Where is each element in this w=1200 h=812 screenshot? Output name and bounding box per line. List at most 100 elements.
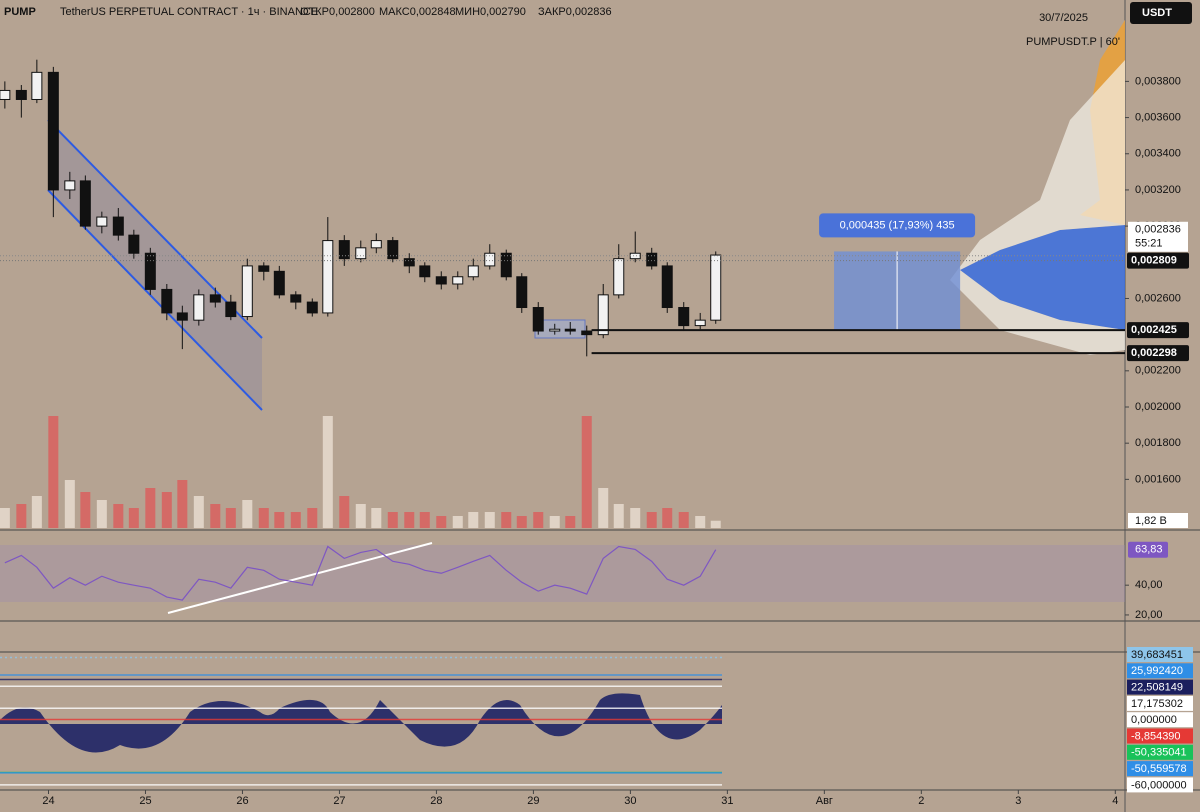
candle-body <box>79 180 91 227</box>
oscillator-tag: -50,335041 <box>1131 747 1187 759</box>
candle-body <box>225 301 237 318</box>
ohlc-close: ЗАКР0,002836 <box>538 6 612 18</box>
candle-body <box>452 276 464 285</box>
volume-bar <box>484 512 495 528</box>
y-tick-label: 0,001800 <box>1135 437 1181 449</box>
candle-body <box>532 307 544 332</box>
oscillator-tag: 0,000000 <box>1131 714 1177 726</box>
oscillator-tag: 22,508149 <box>1131 682 1183 694</box>
candle-body <box>306 301 318 314</box>
y-tick-label: 0,002200 <box>1135 365 1181 377</box>
candle-body <box>694 319 706 327</box>
price-tag: 0,002298 <box>1131 347 1177 359</box>
candle-body <box>661 265 673 309</box>
oscillator-tag: -50,559578 <box>1131 763 1187 775</box>
volume-bar <box>598 488 609 528</box>
candle-body <box>646 252 658 267</box>
volume-bar <box>501 512 512 528</box>
x-tick-label: 25 <box>139 795 151 807</box>
candle-body <box>678 307 690 327</box>
candle-body <box>338 240 350 260</box>
y-tick-label: 0,003800 <box>1135 75 1181 87</box>
y-tick-label: 0,002000 <box>1135 401 1181 413</box>
volume-bar <box>48 416 59 528</box>
volume-bar <box>695 516 706 528</box>
candle-body <box>112 216 124 236</box>
date: 30/7/2025 <box>1039 12 1088 24</box>
x-tick-label: 27 <box>333 795 345 807</box>
price-tag: 0,002425 <box>1131 324 1177 336</box>
candle-body <box>0 89 11 100</box>
volume-bar <box>436 516 447 528</box>
volume-bar <box>225 508 236 528</box>
rsi-tag: 63,83 <box>1135 544 1163 556</box>
volume-profile <box>950 60 1125 355</box>
volume-bar <box>113 504 124 528</box>
volume-bar <box>161 492 172 528</box>
oscillator-tag-bg <box>1127 695 1193 711</box>
measure-label: 0,000435 (17,93%) 435 <box>840 219 955 231</box>
candle-body <box>64 180 76 191</box>
candle-body <box>15 89 27 100</box>
volume-bar <box>516 516 527 528</box>
currency-box <box>1130 2 1192 24</box>
volume-bar <box>307 508 318 528</box>
oscillator-tag-bg <box>1127 663 1193 679</box>
candle-body <box>581 330 593 336</box>
symbol: PUMP <box>4 6 36 18</box>
candle-body <box>322 240 334 314</box>
candle-body <box>597 294 609 336</box>
volume-bar <box>31 496 42 528</box>
candle-body <box>516 276 528 309</box>
x-tick-label: Авг <box>816 795 833 807</box>
measure-label-bg <box>819 213 976 238</box>
x-tick-label: 3 <box>1015 795 1021 807</box>
x-tick-label: 24 <box>42 795 54 807</box>
candle-body <box>47 71 59 191</box>
volume-bar <box>210 504 221 528</box>
price-tag-bg <box>1127 322 1189 339</box>
price-tag-bg <box>1127 345 1189 362</box>
candle-body <box>370 240 382 249</box>
volume-bar <box>533 512 544 528</box>
volume-profile <box>960 225 1125 330</box>
y-tick-label: 0,003200 <box>1135 184 1181 196</box>
x-tick-label: 2 <box>918 795 924 807</box>
rsi-tag-bg <box>1128 541 1168 558</box>
volume-bar <box>371 508 382 528</box>
volume-bar <box>452 516 463 528</box>
x-tick-label: 31 <box>721 795 733 807</box>
ohlc-open: ОТКР0,002800 <box>300 6 375 18</box>
candle-body <box>387 240 399 260</box>
x-tick-label: 28 <box>430 795 442 807</box>
candle-body <box>144 252 156 290</box>
volume-tag-bg <box>1128 513 1188 528</box>
candle-body <box>31 71 43 100</box>
candle-body <box>710 254 722 321</box>
rsi-tick-label: 40,00 <box>1135 579 1163 591</box>
volume-bar <box>613 504 624 528</box>
oscillator-wave <box>0 693 722 753</box>
volume-bar <box>290 512 301 528</box>
volume-bar <box>710 520 721 528</box>
x-tick-label: 30 <box>624 795 636 807</box>
y-tick-label: 0,003400 <box>1135 148 1181 160</box>
candle-body <box>128 234 140 254</box>
candle-body <box>549 328 561 332</box>
volume-bar <box>404 512 415 528</box>
oscillator-tag: 25,992420 <box>1131 665 1183 677</box>
oscillator-tag-bg <box>1127 761 1193 777</box>
oscillator-tag-bg <box>1127 712 1193 728</box>
candle-body <box>161 288 173 314</box>
volume-bar <box>678 512 689 528</box>
volume-bar <box>145 488 156 528</box>
ohlc-high: МАКС0,002848 <box>379 6 456 18</box>
candle-body <box>435 276 447 285</box>
candle-body <box>613 258 625 296</box>
x-tick-label: 29 <box>527 795 539 807</box>
candle-body <box>500 252 512 278</box>
volume-bar <box>177 480 188 528</box>
candle-body <box>241 265 253 318</box>
